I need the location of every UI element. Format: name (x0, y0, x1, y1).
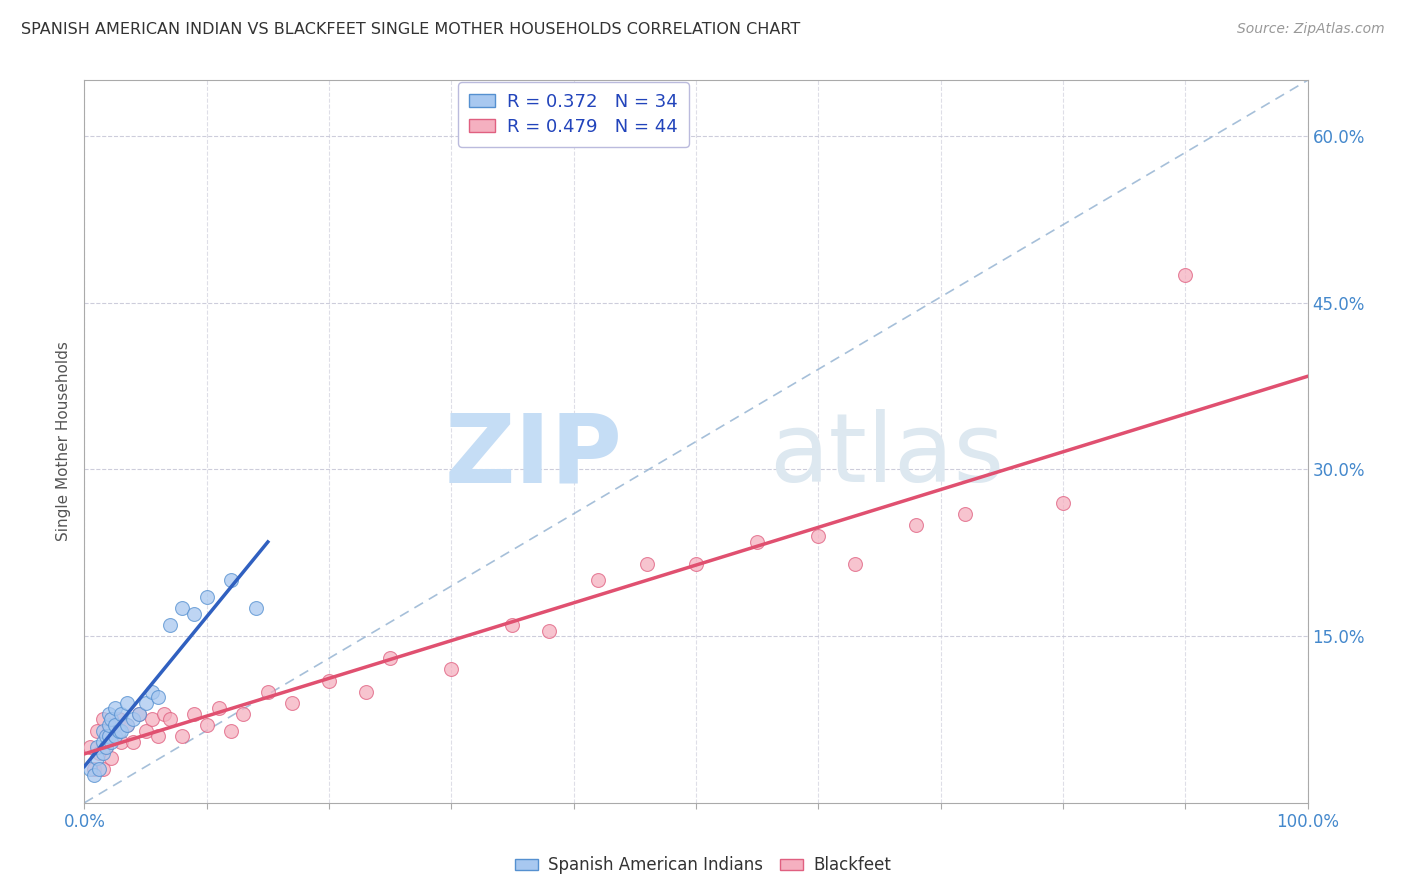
Point (86, 751, 108, 765)
Point (159, 713, 181, 727)
Point (87, 763, 110, 777)
Text: ZIP: ZIP (444, 409, 623, 502)
Point (83, 768, 105, 782)
Point (141, 684, 163, 698)
Point (440, 662, 463, 676)
Point (208, 701, 231, 715)
Point (79, 763, 101, 777)
Point (153, 706, 176, 721)
Point (195, 718, 218, 732)
Point (257, 684, 280, 698)
Point (146, 690, 169, 705)
Legend: Spanish American Indians, Blackfeet: Spanish American Indians, Blackfeet (508, 849, 898, 881)
Point (100, 734, 122, 748)
Legend: R = 0.372   N = 34, R = 0.479   N = 44: R = 0.372 N = 34, R = 0.479 N = 44 (458, 82, 689, 147)
Point (183, 706, 205, 721)
Point (79, 740, 101, 755)
Point (195, 590, 218, 604)
Point (104, 701, 127, 715)
Point (318, 673, 340, 688)
Point (91, 713, 114, 727)
Point (1174, 268, 1197, 282)
Point (159, 618, 181, 632)
Point (115, 696, 138, 710)
Point (83, 763, 105, 777)
Point (685, 557, 707, 571)
Point (110, 723, 132, 738)
Point (245, 601, 267, 615)
Point (96, 740, 118, 755)
Point (100, 713, 122, 727)
Point (104, 729, 127, 743)
Y-axis label: Single Mother Households: Single Mother Households (56, 342, 72, 541)
Point (128, 706, 150, 721)
Text: SPANISH AMERICAN INDIAN VS BLACKFEET SINGLE MOTHER HOUSEHOLDS CORRELATION CHART: SPANISH AMERICAN INDIAN VS BLACKFEET SIN… (21, 22, 800, 37)
Point (86, 723, 108, 738)
Point (354, 684, 377, 698)
Point (115, 718, 138, 732)
Point (91, 746, 114, 760)
Point (219, 574, 242, 588)
Text: Source: ZipAtlas.com: Source: ZipAtlas.com (1237, 22, 1385, 37)
Point (91, 734, 114, 748)
Point (97, 729, 120, 743)
Point (97, 723, 120, 738)
Text: atlas: atlas (769, 409, 1004, 502)
Point (97, 706, 120, 721)
Point (128, 706, 150, 721)
Point (141, 713, 163, 727)
Point (172, 601, 194, 615)
Point (232, 706, 254, 721)
Point (953, 507, 976, 521)
Point (96, 740, 118, 755)
Point (110, 734, 132, 748)
Point (586, 574, 609, 588)
Point (96, 729, 118, 743)
Point (107, 723, 129, 738)
Point (100, 751, 122, 765)
Point (135, 723, 157, 738)
Point (91, 763, 114, 777)
Point (844, 557, 866, 571)
Point (115, 718, 138, 732)
Point (183, 607, 205, 621)
Point (281, 696, 304, 710)
Point (1052, 496, 1074, 510)
Point (110, 706, 132, 721)
Point (86, 740, 108, 755)
Point (146, 729, 169, 743)
Point (104, 718, 127, 732)
Point (636, 557, 658, 571)
Point (380, 651, 402, 665)
Point (502, 618, 524, 632)
Point (219, 723, 242, 738)
Point (172, 729, 194, 743)
Point (104, 729, 127, 743)
Point (122, 734, 145, 748)
Point (905, 517, 928, 532)
Point (97, 718, 120, 732)
Point (107, 713, 129, 727)
Point (135, 696, 157, 710)
Point (122, 713, 145, 727)
Point (538, 624, 561, 638)
Point (91, 723, 114, 738)
Point (807, 529, 830, 543)
Point (87, 746, 110, 760)
Point (747, 534, 769, 549)
